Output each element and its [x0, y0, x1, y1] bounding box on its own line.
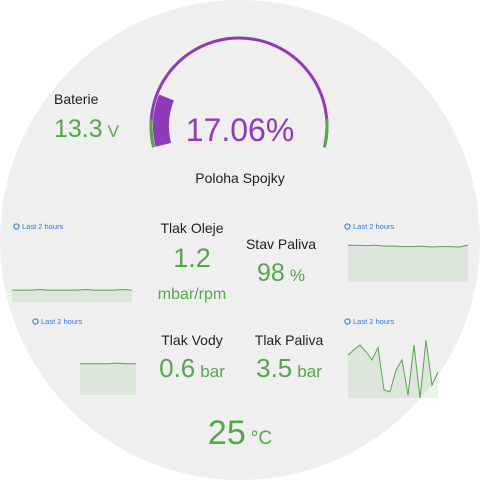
stat-unit: bar [200, 362, 225, 381]
clock-icon [344, 223, 351, 230]
stat-unit: % [290, 266, 305, 285]
sparkline-area [348, 340, 438, 398]
gauge-threshold [322, 118, 329, 148]
gauge-unit: % [266, 112, 294, 148]
sparkline-area [12, 289, 132, 302]
gauge-track [149, 36, 329, 148]
stat-unit: mbar/rpm [158, 286, 226, 303]
stat-unit: °C [251, 428, 272, 449]
clock-icon [344, 318, 351, 325]
gauge-title: Poloha Spojky [195, 170, 285, 186]
time-range: Last 2 hours [353, 222, 395, 231]
stat-label: Tlak Vody [161, 332, 222, 348]
sparkline-area [79, 363, 136, 395]
gauge-threshold [149, 118, 156, 148]
stat-number: 25 [208, 414, 246, 452]
stat-value: 0.6 bar [159, 353, 225, 383]
gauge-fill [153, 94, 174, 147]
stat-number: 0.6 [159, 353, 195, 383]
sparkline [348, 244, 469, 248]
stat-value: 25 °C [208, 414, 272, 452]
stat-value: 98% [257, 259, 305, 287]
sparkline [12, 288, 133, 291]
stat-label: Tlak Paliva [255, 332, 324, 348]
stat-number: 1.2 [173, 243, 211, 273]
stat-unit: V [108, 122, 120, 141]
stat-number: 98 [257, 259, 285, 287]
clock-icon [13, 223, 20, 230]
stat-value: 3.5 bar [256, 353, 322, 383]
stat-unit: bar [297, 362, 322, 381]
stat-number: 3.5 [256, 353, 292, 383]
stat-value: 13.3 V [54, 115, 120, 143]
stat-label: Tlak Oleje [160, 220, 223, 236]
gauge-value: 17.06% [186, 112, 295, 148]
time-range: Last 2 hours [41, 317, 83, 326]
gauge-number: 17.06 [186, 112, 266, 148]
time-range: Last 2 hours [353, 317, 395, 326]
stat-number: 13.3 [54, 115, 103, 143]
sparkline-area [348, 245, 468, 282]
stat-label: Baterie [54, 91, 99, 107]
stat-value: 1.2 [173, 243, 211, 273]
time-range: Last 2 hours [22, 222, 64, 231]
sparkline [79, 362, 136, 365]
clock-icon [32, 318, 39, 325]
stat-label: Stav Paliva [246, 236, 316, 252]
sparkline [347, 340, 439, 399]
